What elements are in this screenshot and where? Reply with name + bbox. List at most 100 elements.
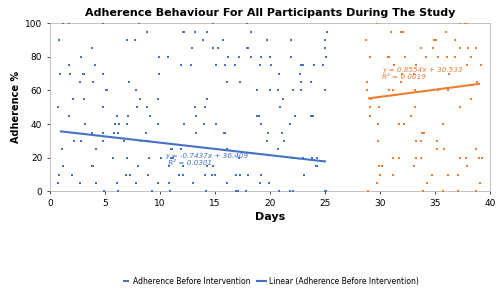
Point — [258, 122, 266, 126]
Point — [300, 172, 308, 177]
Point — [132, 181, 140, 185]
Point — [466, 97, 474, 101]
Point — [54, 38, 62, 42]
Point — [442, 29, 450, 34]
Point — [397, 80, 405, 84]
Point — [308, 155, 316, 160]
Point — [242, 189, 250, 194]
Point — [389, 88, 397, 93]
Point — [313, 155, 321, 160]
Point — [122, 172, 130, 177]
Point — [92, 181, 100, 185]
Point — [263, 38, 271, 42]
Point — [307, 113, 315, 118]
Point — [177, 147, 185, 152]
Point — [473, 80, 481, 84]
Point — [298, 63, 306, 68]
Point — [472, 189, 480, 194]
Point — [276, 105, 283, 110]
Point — [90, 63, 98, 68]
Point — [243, 46, 251, 51]
Point — [320, 38, 328, 42]
Point — [142, 130, 150, 135]
Point — [231, 63, 239, 68]
Point — [373, 181, 381, 185]
Point — [232, 189, 240, 194]
Text: y = 0.8554x + 30.533
R² = 0.0019: y = 0.8554x + 30.533 R² = 0.0019 — [382, 67, 462, 80]
Point — [167, 155, 175, 160]
Point — [386, 88, 394, 93]
Point — [244, 46, 252, 51]
Point — [175, 172, 183, 177]
Point — [399, 29, 407, 34]
Point — [322, 46, 330, 51]
Point — [244, 172, 252, 177]
Point — [210, 21, 218, 26]
Point — [80, 71, 88, 76]
Point — [263, 139, 271, 143]
Point — [81, 122, 89, 126]
Point — [234, 189, 241, 194]
Point — [406, 113, 414, 118]
Point — [220, 130, 228, 135]
Point — [222, 130, 230, 135]
Point — [462, 63, 470, 68]
Point — [297, 88, 305, 93]
Point — [92, 147, 100, 152]
Point — [209, 46, 217, 51]
Point — [60, 164, 68, 168]
Point — [156, 55, 164, 59]
Point — [456, 155, 464, 160]
Point — [445, 71, 453, 76]
Point — [428, 172, 436, 177]
Point — [191, 105, 199, 110]
Point — [454, 189, 462, 194]
Point — [189, 181, 197, 185]
Point — [478, 155, 486, 160]
Point — [168, 147, 176, 152]
Point — [88, 164, 96, 168]
Point — [288, 38, 296, 42]
Point — [178, 164, 186, 168]
Point — [123, 155, 131, 160]
Point — [290, 88, 298, 93]
Point — [366, 113, 374, 118]
Point — [400, 55, 408, 59]
Point — [70, 139, 78, 143]
Point — [313, 164, 321, 168]
Point — [363, 88, 371, 93]
Point — [324, 29, 332, 34]
Point — [464, 46, 472, 51]
Point — [256, 63, 264, 68]
Point — [143, 105, 151, 110]
Point — [310, 113, 318, 118]
Point — [254, 88, 262, 93]
Point — [236, 172, 244, 177]
Point — [364, 189, 372, 194]
Point — [384, 55, 392, 59]
Point — [58, 147, 66, 152]
Point — [188, 63, 196, 68]
Point — [462, 164, 470, 168]
Point — [456, 21, 464, 26]
Point — [378, 164, 386, 168]
Point — [286, 122, 294, 126]
Point — [236, 80, 244, 84]
Point — [291, 113, 299, 118]
Point — [168, 155, 176, 160]
Point — [202, 189, 210, 194]
Point — [191, 29, 199, 34]
Point — [375, 105, 383, 110]
Point — [256, 181, 264, 185]
Point — [389, 155, 397, 160]
Point — [80, 97, 88, 101]
Point — [180, 172, 188, 177]
Point — [422, 55, 430, 59]
Point — [257, 172, 265, 177]
Point — [136, 97, 144, 101]
Point — [412, 63, 420, 68]
Point — [319, 63, 327, 68]
Point — [110, 155, 118, 160]
Point — [456, 105, 464, 110]
Point — [396, 29, 404, 34]
